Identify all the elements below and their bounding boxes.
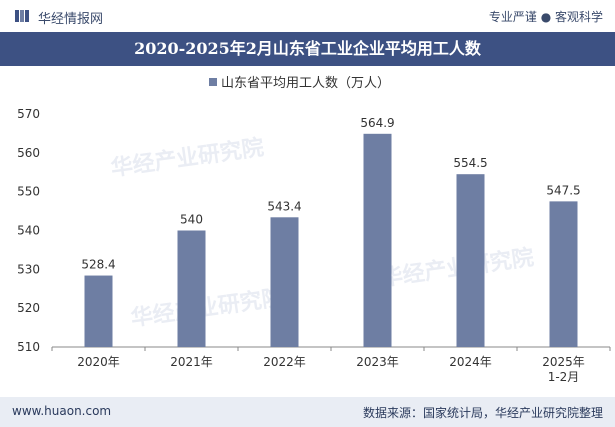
data-label: 543.4 (267, 199, 301, 213)
legend-label: 山东省平均用工人数（万人） (221, 76, 390, 91)
data-label: 528.4 (81, 258, 115, 272)
x-tick-label: 2025年 (542, 355, 585, 369)
x-tick-label: 2020年 (77, 355, 120, 369)
bar (456, 174, 485, 347)
y-tick-label: 560 (17, 146, 40, 160)
y-tick-label: 520 (17, 301, 40, 315)
x-tick-label: 2022年 (263, 355, 306, 369)
data-label: 547.5 (546, 183, 580, 197)
footer: www.huaon.com 数据来源：国家统计局，华经产业研究院整理 (0, 397, 615, 427)
y-tick-label: 570 (17, 107, 40, 121)
bar (84, 275, 113, 347)
website-url[interactable]: www.huaon.com (12, 404, 112, 418)
x-tick-label: 2023年 (356, 355, 399, 369)
title-bar: 2020-2025年2月山东省工业企业平均用工人数 (0, 32, 615, 66)
x-tick-label: 1-2月 (548, 370, 580, 384)
y-tick-label: 510 (17, 340, 40, 354)
bar (363, 133, 392, 347)
data-label: 554.5 (453, 156, 487, 170)
bar (549, 201, 578, 347)
legend-swatch (209, 78, 217, 86)
brand-name: 华经情报网 (38, 12, 104, 27)
data-label: 540 (180, 213, 203, 227)
chart-title: 2020-2025年2月山东省工业企业平均用工人数 (134, 39, 481, 58)
data-label: 564.9 (360, 116, 394, 130)
bar-chart: 山东省平均用工人数（万人） 510 520 530 540 550 560 570 528.4 2… (17, 76, 611, 384)
slogan: 专业严谨 ● 客观科学 (488, 10, 603, 24)
x-tick-label: 2024年 (449, 355, 492, 369)
bar (177, 230, 206, 347)
y-tick-label: 530 (17, 262, 40, 276)
x-tick-label: 2021年 (170, 355, 213, 369)
y-tick-label: 540 (17, 224, 40, 238)
bar (270, 217, 299, 347)
top-bar: 华经情报网 专业严谨 ● 客观科学 (0, 0, 615, 32)
y-tick-label: 550 (17, 185, 40, 199)
data-source: 数据来源：国家统计局，华经产业研究院整理 (362, 406, 603, 420)
huajing-logo-icon (15, 10, 29, 22)
